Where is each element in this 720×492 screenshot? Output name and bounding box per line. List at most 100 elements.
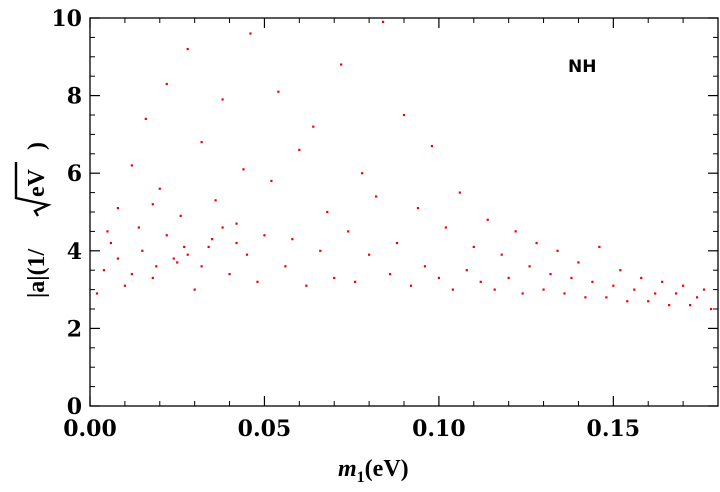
y-axis-title-close: ) (24, 142, 50, 150)
x-axis-title-sub: 1 (357, 469, 365, 486)
data-point (228, 272, 231, 276)
data-point (709, 307, 713, 311)
data-point (430, 144, 434, 148)
data-point (186, 47, 189, 51)
data-point (668, 304, 671, 307)
data-point (137, 226, 140, 229)
data-point (626, 300, 629, 303)
data-point (221, 98, 224, 101)
data-point (270, 179, 273, 183)
data-point (682, 284, 685, 287)
data-point (493, 288, 496, 291)
data-point (374, 195, 378, 198)
data-point (284, 265, 287, 268)
data-point (472, 245, 475, 249)
data-point (116, 207, 120, 210)
x-tick-label: 0.10 (412, 416, 466, 442)
data-point (444, 226, 447, 229)
data-point (200, 265, 203, 268)
data-point (242, 168, 245, 171)
data-point (179, 214, 182, 217)
data-point (577, 261, 580, 264)
y-axis-ticks: 0 2 4 6 8 10 (51, 6, 718, 420)
data-point (340, 63, 343, 66)
y-axis-title: |a|(1/ eV ) (14, 142, 52, 298)
data-point (395, 241, 399, 245)
data-point (102, 269, 106, 272)
data-point (598, 245, 601, 249)
data-point (451, 288, 454, 291)
data-point (347, 230, 350, 233)
data-point (465, 269, 468, 272)
y-tick-label: 6 (67, 161, 82, 187)
x-tick-label: 0.05 (238, 416, 292, 442)
data-point (130, 272, 133, 276)
data-point (368, 253, 371, 256)
data-point (563, 292, 566, 295)
nh-annotation: NH (568, 57, 596, 77)
data-point (151, 276, 154, 280)
data-point (172, 257, 175, 260)
data-point (528, 265, 531, 268)
y-tick-label: 0 (67, 394, 82, 420)
data-point (521, 292, 524, 295)
data-point (633, 288, 636, 291)
data-point (214, 199, 217, 202)
data-point (549, 272, 552, 276)
data-point (109, 241, 113, 245)
data-point (200, 141, 203, 144)
y-axis-title-unit: eV (24, 168, 50, 197)
data-point (235, 222, 238, 225)
data-point (688, 304, 692, 307)
y-tick-label: 2 (67, 316, 82, 342)
sqrt-icon (14, 162, 52, 217)
data-point (535, 241, 538, 245)
y-axis-title-main: |a|(1/ (24, 248, 50, 298)
data-point (249, 32, 252, 35)
data-point (155, 265, 158, 268)
data-point (542, 288, 545, 291)
data-point (619, 269, 622, 272)
data-point (298, 148, 301, 152)
plot-frame (89, 17, 719, 407)
data-point (277, 90, 280, 93)
data-point (95, 292, 99, 295)
data-point (245, 253, 249, 256)
data-point (423, 265, 427, 268)
data-point (695, 296, 699, 299)
data-point (361, 172, 364, 175)
x-axis-ticks: 0.00 0.05 0.10 0.15 (63, 18, 719, 442)
data-point (702, 288, 706, 291)
data-point (584, 296, 587, 299)
data-point (661, 280, 664, 283)
data-point (381, 20, 385, 23)
data-point (291, 238, 294, 241)
data-point (514, 230, 517, 233)
data-point (416, 207, 420, 210)
data-point (151, 203, 154, 206)
data-point (116, 257, 120, 260)
data-point (486, 218, 489, 221)
data-point (556, 249, 559, 252)
scatter-points (95, 20, 713, 311)
data-point (326, 210, 329, 214)
data-point (130, 164, 133, 167)
y-tick-label: 10 (51, 6, 82, 32)
data-point (605, 296, 608, 299)
data-point (176, 261, 179, 264)
data-point (409, 284, 413, 287)
data-point (354, 280, 357, 283)
data-point (144, 117, 147, 120)
data-point (193, 288, 196, 291)
data-point (183, 245, 186, 249)
y-tick-label: 8 (67, 84, 82, 110)
data-point (402, 113, 406, 117)
y-tick-label: 4 (67, 239, 82, 265)
data-point (388, 272, 392, 276)
data-point (654, 292, 657, 295)
data-point (235, 241, 238, 245)
data-point (221, 226, 224, 229)
data-point (612, 284, 615, 287)
data-point (640, 276, 643, 280)
